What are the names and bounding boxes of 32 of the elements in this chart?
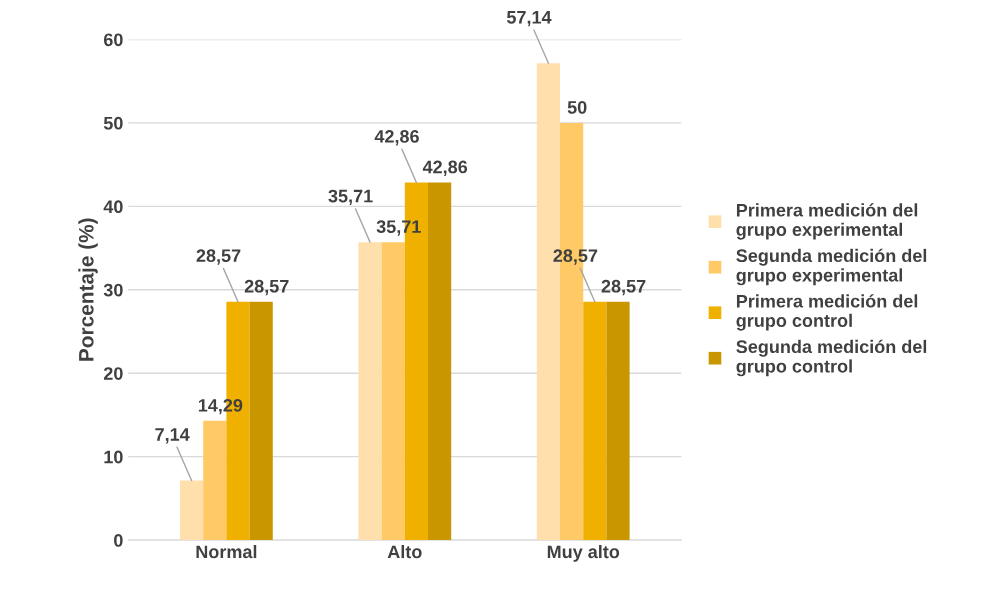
legend-label: Primera medición del grupo experimental: [736, 203, 918, 240]
y-tick-label: 50: [103, 116, 123, 130]
bar: [180, 480, 204, 541]
y-axis-title: Porcentaje (%): [78, 218, 98, 361]
y-tick-label: 20: [103, 367, 123, 380]
y-tick-label: 10: [104, 450, 123, 464]
y-tick-label: 40: [103, 200, 123, 214]
bar: [428, 182, 452, 541]
bar: [203, 420, 227, 541]
data-label: 7,14: [155, 428, 190, 444]
bar: [606, 301, 630, 541]
data-label: 50: [567, 100, 587, 114]
bar: [583, 301, 607, 541]
legend-label: Segunda medición del grupo control: [736, 339, 927, 377]
data-label: 28,57: [244, 279, 289, 296]
data-label: 57,14: [506, 11, 552, 27]
legend-label: Segunda medición del grupo experimental: [736, 248, 927, 286]
legend-label: Primera medición del grupo control: [736, 294, 918, 331]
data-label: 28,57: [601, 279, 646, 296]
x-tick-label: Muy alto: [547, 544, 620, 562]
x-tick-label: Normal: [196, 544, 257, 559]
data-label: 42,86: [422, 160, 468, 176]
y-tick-label: 0: [114, 534, 123, 547]
x-tick-label: Alto: [387, 544, 422, 559]
data-label: 28,57: [196, 249, 241, 265]
y-tick-label: 30: [103, 283, 123, 297]
data-label: 35,71: [328, 189, 373, 206]
bar: [249, 301, 273, 541]
bar: [358, 242, 382, 541]
data-label: 42,86: [374, 130, 419, 146]
y-tick-label: 60: [103, 33, 123, 47]
bar: [381, 242, 405, 541]
